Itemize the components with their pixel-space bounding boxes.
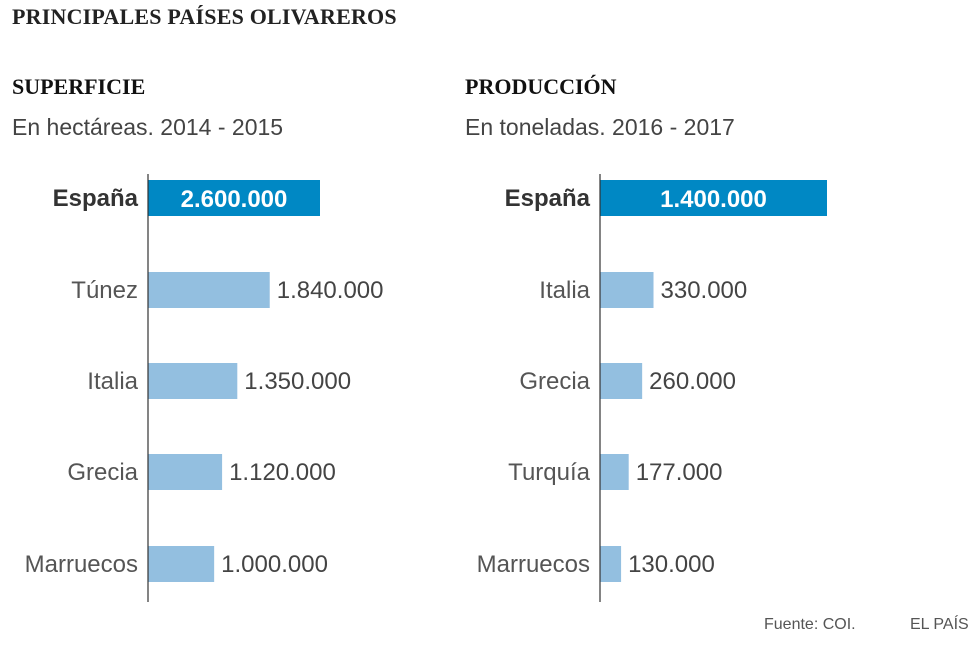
superficie-category-label: Marruecos <box>25 551 138 578</box>
produccion-value-label: 260.000 <box>649 368 736 395</box>
superficie-bar <box>148 546 215 582</box>
superficie-bar <box>148 272 270 308</box>
chart-title: PRINCIPALES PAÍSES OLIVAREROS <box>12 4 397 29</box>
produccion-category-label: Turquía <box>508 459 590 486</box>
produccion-value-label: 177.000 <box>636 459 723 486</box>
produccion-bar <box>600 454 629 490</box>
produccion-title: PRODUCCIÓN <box>465 74 617 99</box>
superficie-value-label: 1.000.000 <box>221 551 328 578</box>
superficie-category-label: Túnez <box>71 277 138 304</box>
superficie-value-label: 2.600.000 <box>181 186 288 213</box>
produccion-category-label: España <box>505 185 591 212</box>
superficie-category-label: Grecia <box>67 459 138 486</box>
produccion-bar <box>600 363 643 399</box>
superficie-bar <box>148 363 238 399</box>
produccion-value-label: 330.000 <box>661 277 748 304</box>
produccion-value-label: 1.400.000 <box>660 186 767 213</box>
superficie-value-label: 1.120.000 <box>229 459 336 486</box>
superficie-subtitle: En hectáreas. 2014 - 2015 <box>12 114 284 140</box>
produccion-bar <box>600 546 622 582</box>
superficie-value-label: 1.350.000 <box>244 368 351 395</box>
brand-label: EL PAÍS <box>910 616 969 633</box>
produccion-bar <box>600 180 827 216</box>
produccion-value-label: 130.000 <box>628 551 715 578</box>
superficie-category-label: España <box>53 185 139 212</box>
produccion-category-label: Grecia <box>519 368 590 395</box>
produccion-bar <box>600 272 654 308</box>
superficie-title: SUPERFICIE <box>12 74 146 99</box>
superficie-bar <box>148 180 320 216</box>
source-note: Fuente: COI. <box>764 616 856 633</box>
superficie-category-label: Italia <box>87 368 138 395</box>
superficie-bar <box>148 454 223 490</box>
produccion-subtitle: En toneladas. 2016 - 2017 <box>465 114 735 140</box>
produccion-category-label: Marruecos <box>477 551 590 578</box>
superficie-value-label: 1.840.000 <box>277 277 384 304</box>
produccion-category-label: Italia <box>539 277 590 304</box>
